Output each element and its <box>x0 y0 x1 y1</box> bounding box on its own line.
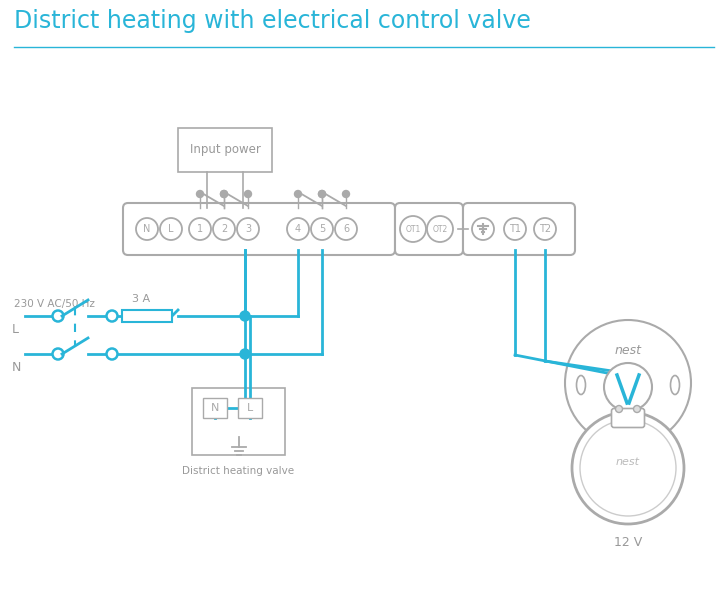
Circle shape <box>342 191 349 197</box>
Text: L: L <box>12 323 19 336</box>
Circle shape <box>136 218 158 240</box>
Bar <box>203 398 227 418</box>
FancyBboxPatch shape <box>123 203 395 255</box>
Circle shape <box>633 406 641 412</box>
Circle shape <box>240 311 250 321</box>
Circle shape <box>565 320 691 446</box>
FancyBboxPatch shape <box>395 203 463 255</box>
Circle shape <box>615 406 622 412</box>
Text: N: N <box>211 403 219 413</box>
Text: 3: 3 <box>245 224 251 234</box>
Ellipse shape <box>577 375 585 394</box>
Circle shape <box>311 218 333 240</box>
Text: T1: T1 <box>509 224 521 234</box>
Text: 5: 5 <box>319 224 325 234</box>
Text: nest: nest <box>616 457 640 467</box>
Circle shape <box>335 218 357 240</box>
Circle shape <box>221 191 227 197</box>
Text: District heating with electrical control valve: District heating with electrical control… <box>14 9 531 33</box>
Text: L: L <box>247 403 253 413</box>
Text: 4: 4 <box>295 224 301 234</box>
Text: T2: T2 <box>539 224 551 234</box>
Circle shape <box>295 191 301 197</box>
Text: OT2: OT2 <box>432 225 448 233</box>
Circle shape <box>52 311 63 321</box>
Bar <box>122 310 172 322</box>
Circle shape <box>504 218 526 240</box>
Circle shape <box>604 363 652 411</box>
Text: OT1: OT1 <box>405 225 421 233</box>
Circle shape <box>287 218 309 240</box>
Text: 12 V: 12 V <box>614 536 642 548</box>
Bar <box>192 388 285 455</box>
Text: 230 V AC/50 Hz: 230 V AC/50 Hz <box>14 299 95 309</box>
Text: 2: 2 <box>221 224 227 234</box>
Ellipse shape <box>670 375 679 394</box>
Bar <box>178 128 272 172</box>
Circle shape <box>572 412 684 524</box>
Circle shape <box>240 349 250 359</box>
FancyBboxPatch shape <box>463 203 575 255</box>
Circle shape <box>52 349 63 359</box>
Text: District heating valve: District heating valve <box>183 466 295 476</box>
Circle shape <box>472 218 494 240</box>
Circle shape <box>160 218 182 240</box>
Text: L: L <box>168 224 174 234</box>
Circle shape <box>221 191 227 197</box>
Circle shape <box>534 218 556 240</box>
Circle shape <box>106 311 117 321</box>
Bar <box>238 398 262 418</box>
Circle shape <box>197 191 204 197</box>
Circle shape <box>237 218 259 240</box>
Circle shape <box>189 218 211 240</box>
Circle shape <box>400 216 426 242</box>
Circle shape <box>106 349 117 359</box>
FancyBboxPatch shape <box>612 409 644 428</box>
Text: N: N <box>143 224 151 234</box>
Circle shape <box>427 216 453 242</box>
Circle shape <box>213 218 235 240</box>
Circle shape <box>245 191 251 197</box>
Text: 3 A: 3 A <box>132 294 150 304</box>
Text: nest: nest <box>614 345 641 358</box>
Circle shape <box>319 191 325 197</box>
Text: 6: 6 <box>343 224 349 234</box>
Text: Input power: Input power <box>189 144 261 156</box>
Text: 1: 1 <box>197 224 203 234</box>
Text: N: N <box>12 361 21 374</box>
Circle shape <box>319 191 325 197</box>
Circle shape <box>580 420 676 516</box>
